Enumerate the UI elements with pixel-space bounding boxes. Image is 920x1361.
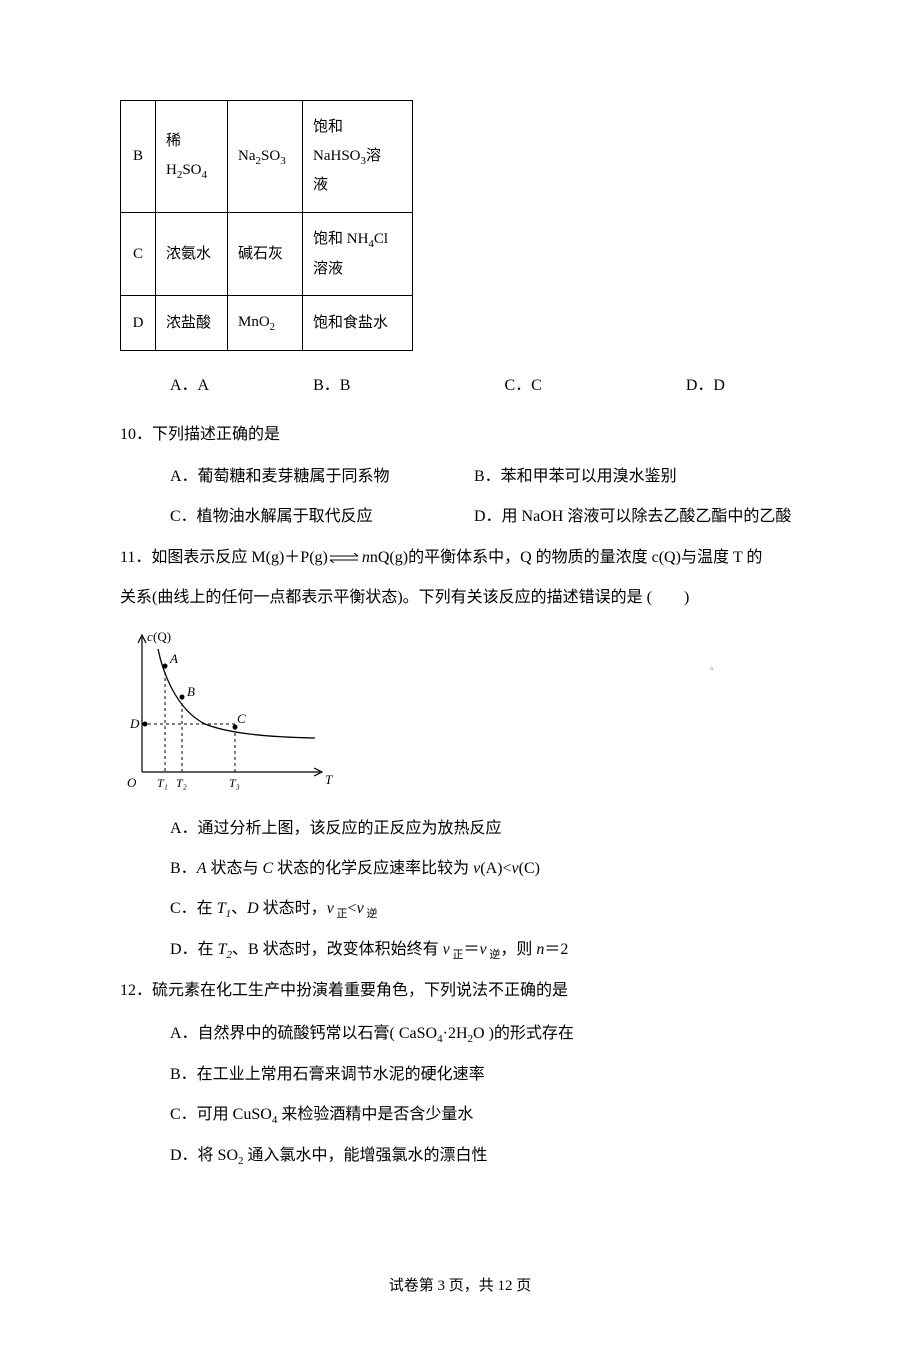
text: ＝2: [544, 941, 568, 958]
equilibrium-graph: c (Q) A B D C O T₁ T₂ T₃ T: [120, 629, 800, 794]
cell-label: D: [121, 296, 156, 351]
q11-stem1: 11．如图表示反应 M(g)＋P(g) nnQ(g)的平衡体系中，Q 的物质的量浓…: [120, 543, 800, 573]
text: B．: [170, 860, 197, 877]
page-footer: 试卷第 3 页，共 12 页: [120, 1272, 800, 1301]
svg-text:A: A: [169, 651, 178, 666]
svg-text:(Q): (Q): [153, 629, 171, 644]
cell: 浓氨水: [156, 212, 228, 295]
cell: 饱和食盐水: [303, 296, 413, 351]
q11-n: n: [362, 549, 370, 566]
text: 逆: [364, 908, 378, 920]
q11-stem1a: 11．如图表示反应 M(g)＋P(g): [120, 549, 328, 566]
cell: 饱和NaHSO3溶液: [303, 101, 413, 213]
text: 逆: [487, 950, 501, 962]
cell-label: C: [121, 212, 156, 295]
q11-b: B．A 状态与 C 状态的化学反应速率比较为 v(A)<v(C): [120, 854, 800, 884]
text: D: [247, 900, 259, 917]
svg-text:T₁: T₁: [157, 776, 168, 790]
text: 状态时，: [259, 900, 327, 917]
q10-c: C．植物油水解属于取代反应: [170, 502, 470, 532]
q11-a: A．通过分析上图，该反应的正反应为放热反应: [120, 814, 800, 844]
svg-text:D: D: [129, 716, 140, 731]
equilibrium-arrow-icon: [328, 553, 362, 563]
text: D．在: [170, 941, 218, 958]
text: A: [197, 860, 207, 877]
decor-dot: ▫: [710, 660, 714, 679]
svg-text:T: T: [325, 772, 333, 787]
option-a: A．A: [170, 371, 209, 401]
table-row: C 浓氨水 碱石灰 饱和 NH4Cl溶液: [121, 212, 413, 295]
svg-text:O: O: [127, 775, 137, 790]
text: 正: [334, 908, 348, 920]
svg-text:T₃: T₃: [229, 776, 240, 790]
q12-b: B．在工业上常用石膏来调节水泥的硬化速率: [120, 1060, 800, 1090]
options-row: A．A B．B C．C D．D: [120, 371, 800, 401]
cell: MnO2: [228, 296, 303, 351]
cell-label: B: [121, 101, 156, 213]
text: (C): [519, 860, 540, 877]
cell: 浓盐酸: [156, 296, 228, 351]
text: v: [480, 941, 487, 958]
q12-a: A．自然界中的硫酸钙常以石膏( CaSO4·2H2O )的形式存在: [120, 1019, 800, 1050]
q11-c: C．在 T1、D 状态时，v 正<v 逆: [120, 894, 800, 925]
q12-d: D．将 SO2 通入氯水中，能增强氯水的漂白性: [120, 1141, 800, 1172]
cell: 饱和 NH4Cl溶液: [303, 212, 413, 295]
q11-d: D．在 T2、B 状态时，改变体积始终有 v 正＝v 逆，则 n＝2: [120, 935, 800, 966]
cell: Na2SO3: [228, 101, 303, 213]
text: 状态与: [206, 860, 262, 877]
option-b: B．B: [313, 371, 350, 401]
text: T1: [217, 900, 231, 917]
text: v: [512, 860, 519, 877]
q10-a: A．葡萄糖和麦芽糖属于同系物: [170, 462, 470, 492]
option-c: C．C: [504, 371, 541, 401]
text: C: [262, 860, 273, 877]
text: T2: [218, 941, 232, 958]
cell: 稀H2SO4: [156, 101, 228, 213]
q12-c: C．可用 CuSO4 来检验酒精中是否含少量水: [120, 1100, 800, 1131]
text: v: [443, 941, 450, 958]
svg-text:B: B: [187, 684, 195, 699]
text: ＝: [464, 941, 480, 958]
svg-text:T₂: T₂: [176, 776, 187, 790]
cell: 碱石灰: [228, 212, 303, 295]
svg-text:C: C: [237, 711, 246, 726]
text: <: [348, 900, 357, 917]
q10-b: B．苯和甲苯可以用溴水鉴别: [474, 468, 677, 485]
text: (A)<: [480, 860, 511, 877]
text: v: [357, 900, 364, 917]
reagent-table: B 稀H2SO4 Na2SO3 饱和NaHSO3溶液 C 浓氨水 碱石灰 饱和 …: [120, 100, 413, 351]
q11-stem2: 关系(曲线上的任何一点都表示平衡状态)。下列有关该反应的描述错误的是 ( ): [120, 583, 800, 613]
text: 、: [231, 900, 247, 917]
table-row: B 稀H2SO4 Na2SO3 饱和NaHSO3溶液: [121, 101, 413, 213]
q10-d: D．用 NaOH 溶液可以除去乙酸乙酯中的乙酸: [474, 508, 791, 525]
q10-row1: A．葡萄糖和麦芽糖属于同系物 B．苯和甲苯可以用溴水鉴别: [120, 462, 800, 492]
q10-stem: 10．下列描述正确的是: [120, 420, 800, 450]
text: 正: [450, 950, 464, 962]
text: ，则: [500, 941, 536, 958]
text: 、B 状态时，改变体积始终有: [232, 941, 443, 958]
text: 状态的化学反应速率比较为: [273, 860, 473, 877]
text: C．在: [170, 900, 217, 917]
text: v: [327, 900, 334, 917]
q10-row2: C．植物油水解属于取代反应 D．用 NaOH 溶液可以除去乙酸乙酯中的乙酸: [120, 502, 800, 532]
option-d: D．D: [686, 371, 725, 401]
q11-stem1b: nQ(g)的平衡体系中，Q 的物质的量浓度 c(Q)与温度 T 的: [370, 549, 763, 566]
graph-svg: c (Q) A B D C O T₁ T₂ T₃ T: [120, 629, 340, 794]
table-row: D 浓盐酸 MnO2 饱和食盐水: [121, 296, 413, 351]
q12-stem: 12．硫元素在化工生产中扮演着重要角色，下列说法不正确的是: [120, 976, 800, 1006]
